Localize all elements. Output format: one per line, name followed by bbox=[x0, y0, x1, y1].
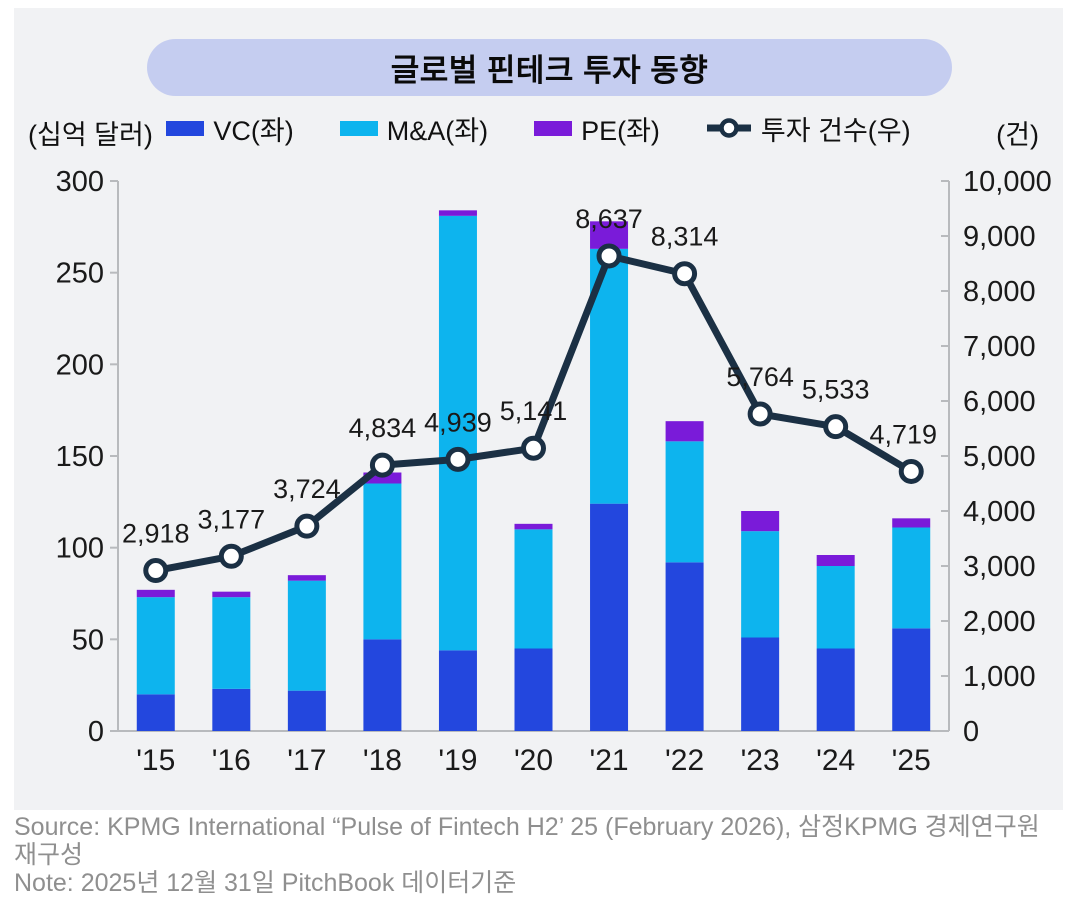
bar-segment-pe-'22 bbox=[666, 421, 704, 441]
right-axis-tick-label: 2,000 bbox=[963, 606, 1036, 638]
left-axis-tick-label: 150 bbox=[56, 441, 104, 473]
left-axis-tick-label: 100 bbox=[56, 533, 104, 565]
bar-segment-pe-'20 bbox=[515, 524, 553, 530]
left-axis-tick-label: 250 bbox=[56, 258, 104, 290]
trend-marker-'23 bbox=[750, 404, 770, 424]
bar-segment-ma-'24 bbox=[817, 566, 855, 649]
bar-segment-vc-'23 bbox=[741, 638, 779, 732]
bar-segment-vc-'16 bbox=[212, 689, 250, 731]
right-axis-tick-label: 4,000 bbox=[963, 496, 1036, 528]
trend-data-label: 5,533 bbox=[802, 375, 870, 405]
x-axis-label: '17 bbox=[287, 744, 326, 777]
trend-data-label: 3,177 bbox=[198, 504, 266, 534]
left-axis-tick-label: 0 bbox=[88, 716, 104, 748]
bar-segment-pe-'15 bbox=[137, 590, 175, 597]
trend-marker-'19 bbox=[448, 449, 468, 469]
right-axis-tick-label: 7,000 bbox=[963, 331, 1036, 363]
right-axis-tick-label: 0 bbox=[963, 716, 979, 748]
note-line: Note: 2025년 12월 31일 PitchBook 데이터기준 bbox=[14, 869, 1054, 897]
bar-segment-vc-'24 bbox=[817, 649, 855, 732]
left-axis-tick-label: 50 bbox=[72, 624, 104, 656]
trend-data-label: 8,314 bbox=[651, 222, 719, 252]
bar-segment-pe-'25 bbox=[892, 518, 930, 527]
x-axis-label: '24 bbox=[816, 744, 855, 777]
x-axis-label: '23 bbox=[741, 744, 780, 777]
x-axis-label: '22 bbox=[665, 744, 704, 777]
bar-segment-vc-'22 bbox=[666, 562, 704, 731]
right-axis-tick-label: 8,000 bbox=[963, 276, 1036, 308]
right-axis-tick-label: 5,000 bbox=[963, 441, 1036, 473]
chart-footnotes: Source: KPMG International “Pulse of Fin… bbox=[14, 813, 1054, 897]
bar-segment-vc-'15 bbox=[137, 694, 175, 731]
bar-segment-pe-'16 bbox=[212, 592, 250, 598]
right-axis-tick-label: 1,000 bbox=[963, 661, 1036, 693]
trend-data-label: 4,939 bbox=[424, 407, 492, 437]
combo-chart-canvas: 0 50 100 150 200 250 300 0 1,000 2,000 3,000 4,000 5… bbox=[0, 0, 1070, 875]
trend-marker-'15 bbox=[146, 561, 166, 581]
bar-segment-pe-'24 bbox=[817, 555, 855, 566]
x-axis-label: '15 bbox=[136, 744, 175, 777]
trend-data-label: 5,764 bbox=[726, 362, 794, 392]
bar-segment-pe-'19 bbox=[439, 210, 477, 216]
x-axis-label: '16 bbox=[212, 744, 251, 777]
bar-segment-ma-'17 bbox=[288, 581, 326, 691]
x-axis-label: '21 bbox=[589, 744, 628, 777]
trend-marker-'21 bbox=[599, 246, 619, 266]
bar-segment-pe-'23 bbox=[741, 511, 779, 531]
trend-marker-'18 bbox=[372, 455, 392, 475]
trend-marker-'25 bbox=[901, 461, 921, 481]
trend-data-label: 2,918 bbox=[122, 519, 190, 549]
bar-segment-vc-'21 bbox=[590, 504, 628, 731]
bar-segment-ma-'18 bbox=[363, 484, 401, 640]
trend-data-label: 3,724 bbox=[273, 474, 341, 504]
right-axis-tick-label: 9,000 bbox=[963, 221, 1036, 253]
bar-segment-ma-'22 bbox=[666, 441, 704, 562]
right-axis-tick-label: 6,000 bbox=[963, 386, 1036, 418]
trend-data-label: 4,834 bbox=[349, 413, 417, 443]
bar-segment-vc-'18 bbox=[363, 639, 401, 731]
bar-segment-ma-'23 bbox=[741, 531, 779, 637]
trend-data-label: 5,141 bbox=[500, 396, 568, 426]
trend-marker-'17 bbox=[297, 516, 317, 536]
bar-segment-vc-'20 bbox=[515, 649, 553, 732]
bar-segment-vc-'25 bbox=[892, 628, 930, 731]
bar-segment-vc-'17 bbox=[288, 691, 326, 731]
trend-marker-'16 bbox=[221, 546, 241, 566]
x-axis-label: '20 bbox=[514, 744, 553, 777]
bar-segment-pe-'17 bbox=[288, 575, 326, 581]
bar-segment-ma-'16 bbox=[212, 597, 250, 689]
trend-marker-'24 bbox=[826, 417, 846, 437]
bar-segment-ma-'25 bbox=[892, 528, 930, 629]
page: 글로벌 핀테크 투자 동향 (십억 달러) VC(좌) M&A(좌) PE(좌) bbox=[0, 0, 1070, 875]
right-axis-tick-label: 10,000 bbox=[963, 166, 1052, 198]
trend-data-label: 8,637 bbox=[575, 204, 643, 234]
trend-marker-'20 bbox=[524, 438, 544, 458]
source-line: Source: KPMG International “Pulse of Fin… bbox=[14, 813, 1054, 869]
trend-data-label: 4,719 bbox=[869, 419, 937, 449]
x-axis-label: '25 bbox=[892, 744, 931, 777]
bar-segment-vc-'19 bbox=[439, 650, 477, 731]
right-axis-tick-label: 3,000 bbox=[963, 551, 1036, 583]
bar-segment-ma-'15 bbox=[137, 597, 175, 694]
x-axis-label: '19 bbox=[438, 744, 477, 777]
x-axis-label: '18 bbox=[363, 744, 402, 777]
bar-segment-ma-'20 bbox=[515, 529, 553, 648]
left-axis-tick-label: 300 bbox=[56, 166, 104, 198]
left-axis-tick-label: 200 bbox=[56, 349, 104, 381]
trend-marker-'22 bbox=[675, 264, 695, 284]
